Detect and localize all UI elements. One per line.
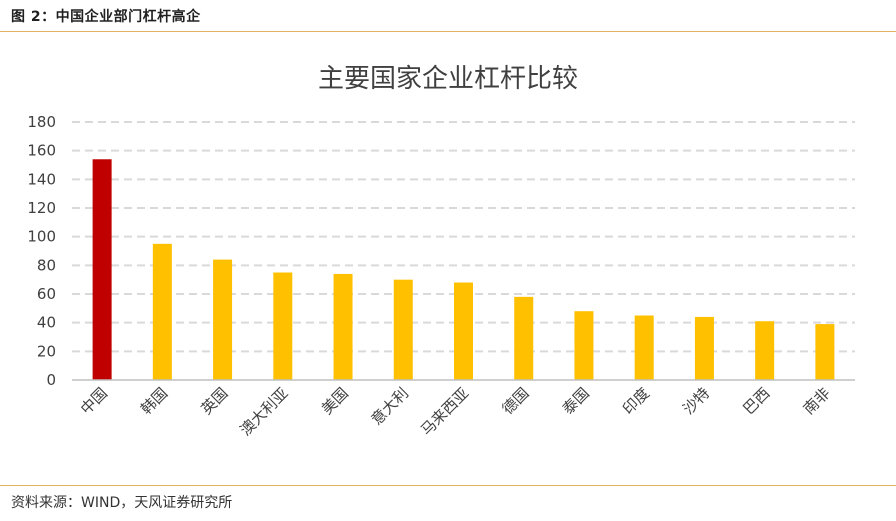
bar-德国 xyxy=(514,296,534,380)
x-axis-category-labels: 中国 韩国 英国 澳大利亚 美国 意大利 马来西亚 德国 泰国 印度 沙特 巴西 南非 xyxy=(77,384,834,439)
x-category-label: 马来西亚 xyxy=(417,384,472,439)
top-divider xyxy=(0,31,896,32)
bar-巴西 xyxy=(755,321,775,380)
bars xyxy=(92,159,835,380)
bar-南非 xyxy=(815,324,835,380)
bar-泰国 xyxy=(574,311,594,380)
y-tick-label: 60 xyxy=(37,285,56,303)
bar-chart: 主要国家企业杠杆比较 0 20 40 60 80 100 120 140 160 180 中国 韩国… xyxy=(27,64,855,439)
x-category-label: 南非 xyxy=(800,384,834,418)
x-category-label: 沙特 xyxy=(679,384,713,418)
bar-美国 xyxy=(333,273,353,380)
bar-英国 xyxy=(213,259,233,380)
bottom-divider xyxy=(0,485,896,486)
bar-澳大利亚 xyxy=(273,272,293,380)
bar-马来西亚 xyxy=(454,282,473,380)
x-category-label: 泰国 xyxy=(559,384,593,418)
chart-title: 主要国家企业杠杆比较 xyxy=(318,64,578,94)
x-category-label: 澳大利亚 xyxy=(236,384,291,439)
y-tick-label: 40 xyxy=(37,314,56,332)
gridlines xyxy=(72,121,855,353)
y-tick-label: 100 xyxy=(27,228,56,246)
x-category-label: 美国 xyxy=(318,384,352,418)
x-category-label: 英国 xyxy=(197,384,231,418)
bar-中国 xyxy=(92,159,112,380)
x-category-label: 中国 xyxy=(77,384,111,418)
y-tick-label: 120 xyxy=(27,199,56,217)
y-tick-label: 160 xyxy=(27,142,56,160)
y-axis-tick-labels: 0 20 40 60 80 100 120 140 160 180 xyxy=(27,113,56,389)
x-category-label: 德国 xyxy=(499,384,533,418)
y-tick-label: 0 xyxy=(46,371,56,389)
y-tick-label: 20 xyxy=(37,342,56,360)
bar-意大利 xyxy=(393,279,413,380)
y-tick-label: 140 xyxy=(27,170,56,188)
y-tick-label: 80 xyxy=(37,256,56,274)
y-tick-label: 180 xyxy=(27,113,56,131)
x-category-label: 意大利 xyxy=(368,384,413,429)
x-category-label: 巴西 xyxy=(740,384,774,418)
bar-印度 xyxy=(634,315,654,380)
figure-caption: 图 2：中国企业部门杠杆高企 xyxy=(11,9,201,25)
bar-沙特 xyxy=(694,316,714,380)
x-category-label: 韩国 xyxy=(137,384,171,418)
x-category-label: 印度 xyxy=(619,384,653,418)
source-note: 资料来源：WIND，天风证券研究所 xyxy=(11,495,233,511)
bar-韩国 xyxy=(152,243,172,380)
